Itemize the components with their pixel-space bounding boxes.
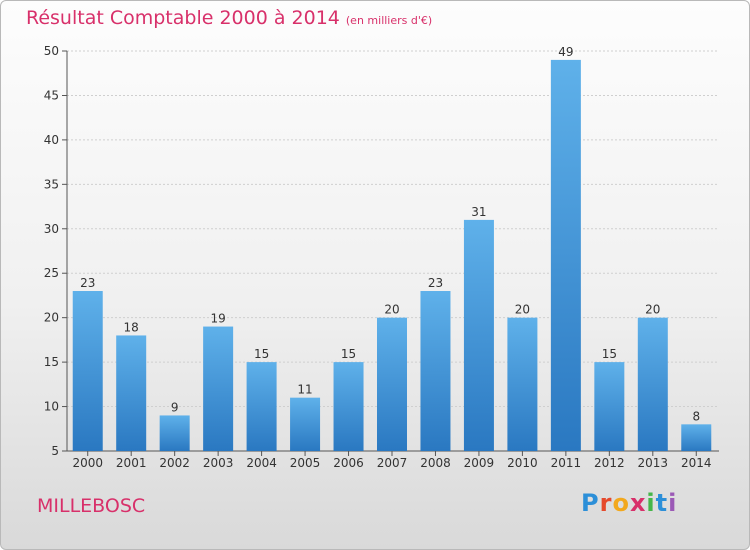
bars: [72, 59, 712, 452]
x-tick-label: 2003: [203, 456, 234, 470]
x-tick-label: 2012: [594, 456, 625, 470]
bar-value-label: 18: [124, 320, 139, 334]
bar-value-label: 23: [428, 276, 443, 290]
bar: [290, 397, 321, 451]
bar: [594, 362, 625, 451]
x-tick-label: 2006: [333, 456, 364, 470]
chart-title: Résultat Comptable 2000 à 2014 (en millie…: [26, 7, 433, 29]
logo-letter: t: [655, 489, 669, 517]
bar-value-label: 23: [80, 276, 95, 290]
bar: [637, 317, 668, 451]
bar-value-label: 9: [171, 400, 179, 414]
bar: [550, 59, 581, 452]
bar-value-label: 11: [297, 383, 312, 397]
logo-letter: i: [646, 489, 656, 517]
axes: 5 10 15 20 25 30 35 40 45 50 2000 2001 2002 2003 2004 2…: [44, 44, 719, 470]
y-tick-label: 25: [44, 266, 59, 280]
x-tick-label: 2013: [638, 456, 669, 470]
x-tick-label: 2010: [507, 456, 538, 470]
logo-letter: i: [668, 489, 678, 517]
x-tick-label: 2000: [72, 456, 103, 470]
bar: [116, 335, 147, 451]
y-tick-label: 15: [44, 355, 59, 369]
bar: [681, 424, 712, 451]
x-tick-label: 2009: [464, 456, 495, 470]
bar: [203, 326, 234, 451]
bar: [463, 219, 494, 451]
x-tick-label: 2004: [246, 456, 277, 470]
town-name: MILLEBOSC: [37, 495, 146, 517]
bar-value-label: 19: [210, 312, 225, 326]
y-tick-label: 40: [44, 133, 59, 147]
logo-letter: P: [581, 489, 600, 517]
bar-value-label: 31: [471, 205, 486, 219]
y-tick-label: 30: [44, 222, 59, 236]
bar: [159, 415, 190, 451]
bar-value-label: 20: [384, 303, 399, 317]
y-tick-label: 45: [44, 88, 59, 102]
bar-value-label: 15: [602, 347, 617, 361]
bar: [377, 317, 407, 451]
bar: [246, 362, 277, 451]
bar: [333, 362, 364, 451]
x-tick-label: 2001: [116, 456, 147, 470]
y-tick-label: 10: [44, 400, 59, 414]
bar-value-label: 15: [254, 347, 269, 361]
y-tick-label: 35: [44, 177, 59, 191]
bar-value-label: 15: [341, 347, 356, 361]
brand-logo: Proxiti: [581, 489, 677, 517]
x-tick-label: 2002: [159, 456, 190, 470]
y-tick-label: 20: [44, 311, 59, 325]
x-tick-label: 2014: [681, 456, 712, 470]
y-tick-label: 50: [44, 44, 59, 58]
chart-subtitle: (en milliers d'€): [345, 14, 433, 27]
bar: [507, 317, 538, 451]
y-tick-label: 5: [51, 444, 59, 458]
bar-value-label: 8: [692, 409, 700, 423]
bar-value-label: 49: [558, 45, 573, 59]
x-tick-label: 2007: [377, 456, 408, 470]
bar-value-label: 20: [515, 303, 530, 317]
x-tick-label: 2011: [551, 456, 582, 470]
logo-letter: o: [612, 489, 630, 517]
bar: [72, 291, 103, 451]
logo-letter: x: [629, 489, 647, 517]
x-tick-label: 2005: [290, 456, 321, 470]
data-labels: 23 18 9 19 15 11 15 20 23 31 20 49 15 20 8: [80, 45, 700, 423]
bar: [420, 291, 451, 451]
logo-letter: r: [599, 489, 613, 517]
bar-value-label: 20: [645, 303, 660, 317]
x-tick-label: 2008: [420, 456, 451, 470]
